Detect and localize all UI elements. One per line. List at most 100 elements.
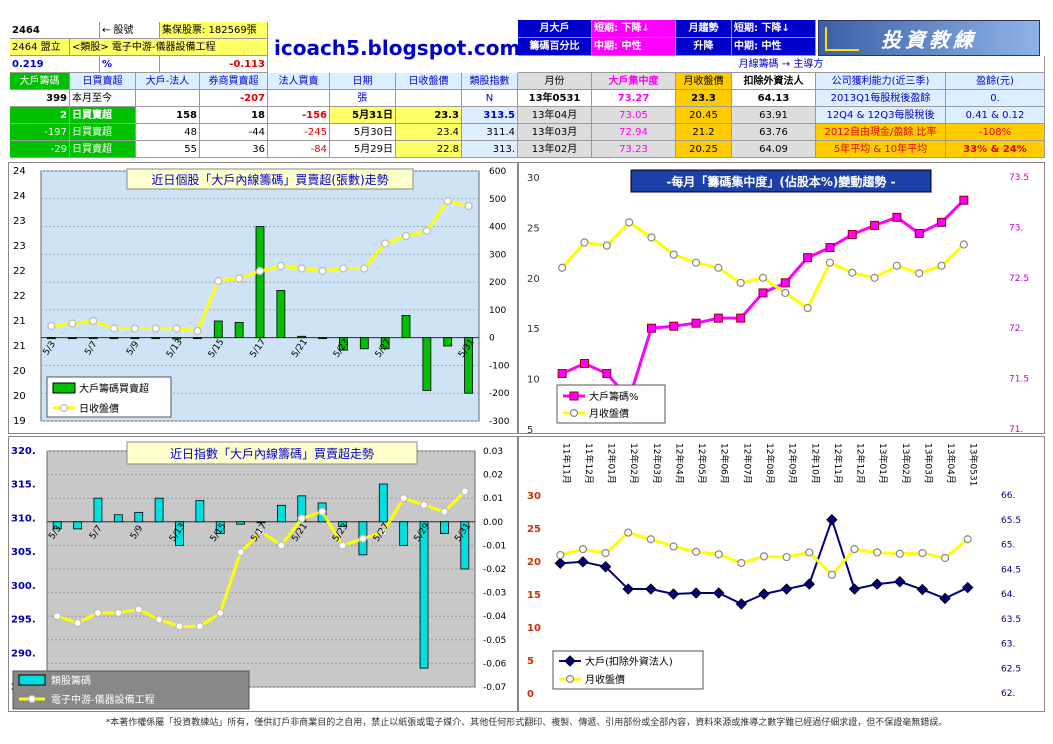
line-point xyxy=(151,324,160,333)
left-tick-label: 20 xyxy=(13,366,26,377)
legend-marker xyxy=(565,674,575,684)
bar xyxy=(443,337,453,347)
stock-code: 2464 xyxy=(10,22,100,39)
right-table-header: 盈餘(元) xyxy=(946,73,1045,90)
left-tick-label: 23 xyxy=(13,216,26,227)
right-table-cell: 21.2 xyxy=(676,124,732,141)
bar xyxy=(109,337,119,340)
line-point xyxy=(736,313,746,323)
blog-title[interactable]: icoach5.blogspot.com xyxy=(274,36,521,60)
right-tick-label: -0.04 xyxy=(483,612,507,622)
line-point xyxy=(557,369,567,379)
right-tick-label: 72.5 xyxy=(1009,274,1029,284)
line-point xyxy=(381,239,390,248)
left-tick-label: 19 xyxy=(13,416,26,427)
right-table-cell: 0. xyxy=(946,90,1045,107)
right-table-cell: 13年04月 xyxy=(518,107,592,124)
left-table-cell: -156 xyxy=(268,107,330,124)
x-tick-label: 12年09月 xyxy=(787,443,799,484)
line-point xyxy=(399,494,408,503)
line-point xyxy=(154,615,164,624)
line-point xyxy=(276,261,285,271)
bar xyxy=(234,321,244,339)
left-tick-label: 20 xyxy=(13,391,26,402)
bar xyxy=(73,521,82,530)
bar xyxy=(422,337,432,391)
bar xyxy=(338,521,347,527)
left-tick-label: 15 xyxy=(527,324,540,335)
right-table-cell: 73.05 xyxy=(592,107,676,124)
left-tick-label: 22 xyxy=(13,291,26,302)
right-tick-label: 62.5 xyxy=(1001,664,1021,674)
right-tick-label: 600 xyxy=(489,167,506,177)
bar xyxy=(399,521,409,546)
left-table-header: 法人買賣 xyxy=(268,73,330,90)
line-point xyxy=(961,581,974,594)
right-tick-label: 300 xyxy=(489,250,506,260)
line-point xyxy=(646,323,656,333)
right-table-cell: 20.25 xyxy=(676,141,732,158)
line-point xyxy=(558,263,567,272)
right-table-cell: 0.41 & 0.12 xyxy=(946,107,1045,124)
chart-index-daily: -0.07 -0.06 -0.05 -0.04 -0.03 -0.02 -0.01 0.00 0… xyxy=(8,436,518,712)
left-table-cell: 日買賣超 xyxy=(70,124,136,141)
legend-box xyxy=(46,376,172,418)
legend-box xyxy=(12,670,250,710)
left-tick-label: 5 xyxy=(527,425,533,435)
line-point xyxy=(873,548,882,557)
x-tick-label: 13年0531 xyxy=(968,443,980,486)
line-point xyxy=(602,241,611,250)
left-table-cell: 5月31日 xyxy=(330,107,396,124)
line-point xyxy=(895,549,904,558)
bar xyxy=(464,337,473,394)
bar xyxy=(193,337,202,340)
left-table-cell: -44 xyxy=(200,124,268,141)
line-point xyxy=(892,261,901,270)
right-tick-label: -0.06 xyxy=(483,659,507,669)
right-tick-label: 64.5 xyxy=(1001,565,1021,575)
line-point xyxy=(759,552,769,561)
legend-marker xyxy=(569,391,579,401)
bar xyxy=(276,290,286,339)
line-point xyxy=(578,545,588,554)
right-table-cell: 13年02月 xyxy=(518,141,592,158)
line-point xyxy=(714,550,723,559)
left-table-cell: 23.3 xyxy=(396,107,462,124)
line-point xyxy=(556,550,565,560)
right-tick-label: 64. xyxy=(1001,590,1015,600)
right-tick-label: -0.01 xyxy=(483,541,506,551)
line-point xyxy=(338,541,347,550)
chart-stock-daily-svg: -300 -200 -100 0 100 200 300 400 500 600 19 20 20 21 2… xyxy=(13,166,510,427)
line-point xyxy=(803,578,815,590)
line-point xyxy=(114,608,123,617)
category-label: <類股> 電子中游-儀器設備工程 xyxy=(70,39,268,56)
x-tick-label: 13年02月 xyxy=(900,443,912,484)
x-tick-label: 12年02月 xyxy=(628,443,640,484)
right-table-cell: 20.45 xyxy=(676,107,732,124)
left-table-cell: 本月至今 xyxy=(70,90,136,107)
line-point xyxy=(914,228,924,238)
bar xyxy=(215,521,225,535)
right-tick-label: 0.03 xyxy=(483,447,503,457)
x-tick-label: 13年04月 xyxy=(945,443,957,484)
line-point xyxy=(847,229,857,239)
right-table-header: 扣除外資法人 xyxy=(732,73,816,90)
right-tick-label: 0 xyxy=(489,334,495,344)
line-point xyxy=(691,318,701,328)
legend-label: 大戶(扣除外資法人) xyxy=(585,655,673,668)
line-point xyxy=(959,195,969,205)
right-table-cell: 2013Q1每股稅後盈餘 xyxy=(816,90,946,107)
left-tick-label: 24 xyxy=(13,166,26,177)
line-point xyxy=(440,507,449,516)
line-point xyxy=(691,258,701,267)
line-point xyxy=(736,278,745,287)
right-tick-label: 500 xyxy=(489,195,506,205)
line-point xyxy=(937,261,946,270)
right-tick-label: 63.5 xyxy=(1001,615,1021,625)
right-tick-label: 71. xyxy=(1009,425,1023,435)
right-table-cell: 13年03月 xyxy=(518,124,592,141)
line-point xyxy=(848,268,857,277)
short-trend-2: 短期: 下降↓ xyxy=(732,20,816,38)
right-tick-label: 0.01 xyxy=(483,494,503,504)
line-point xyxy=(214,276,223,286)
